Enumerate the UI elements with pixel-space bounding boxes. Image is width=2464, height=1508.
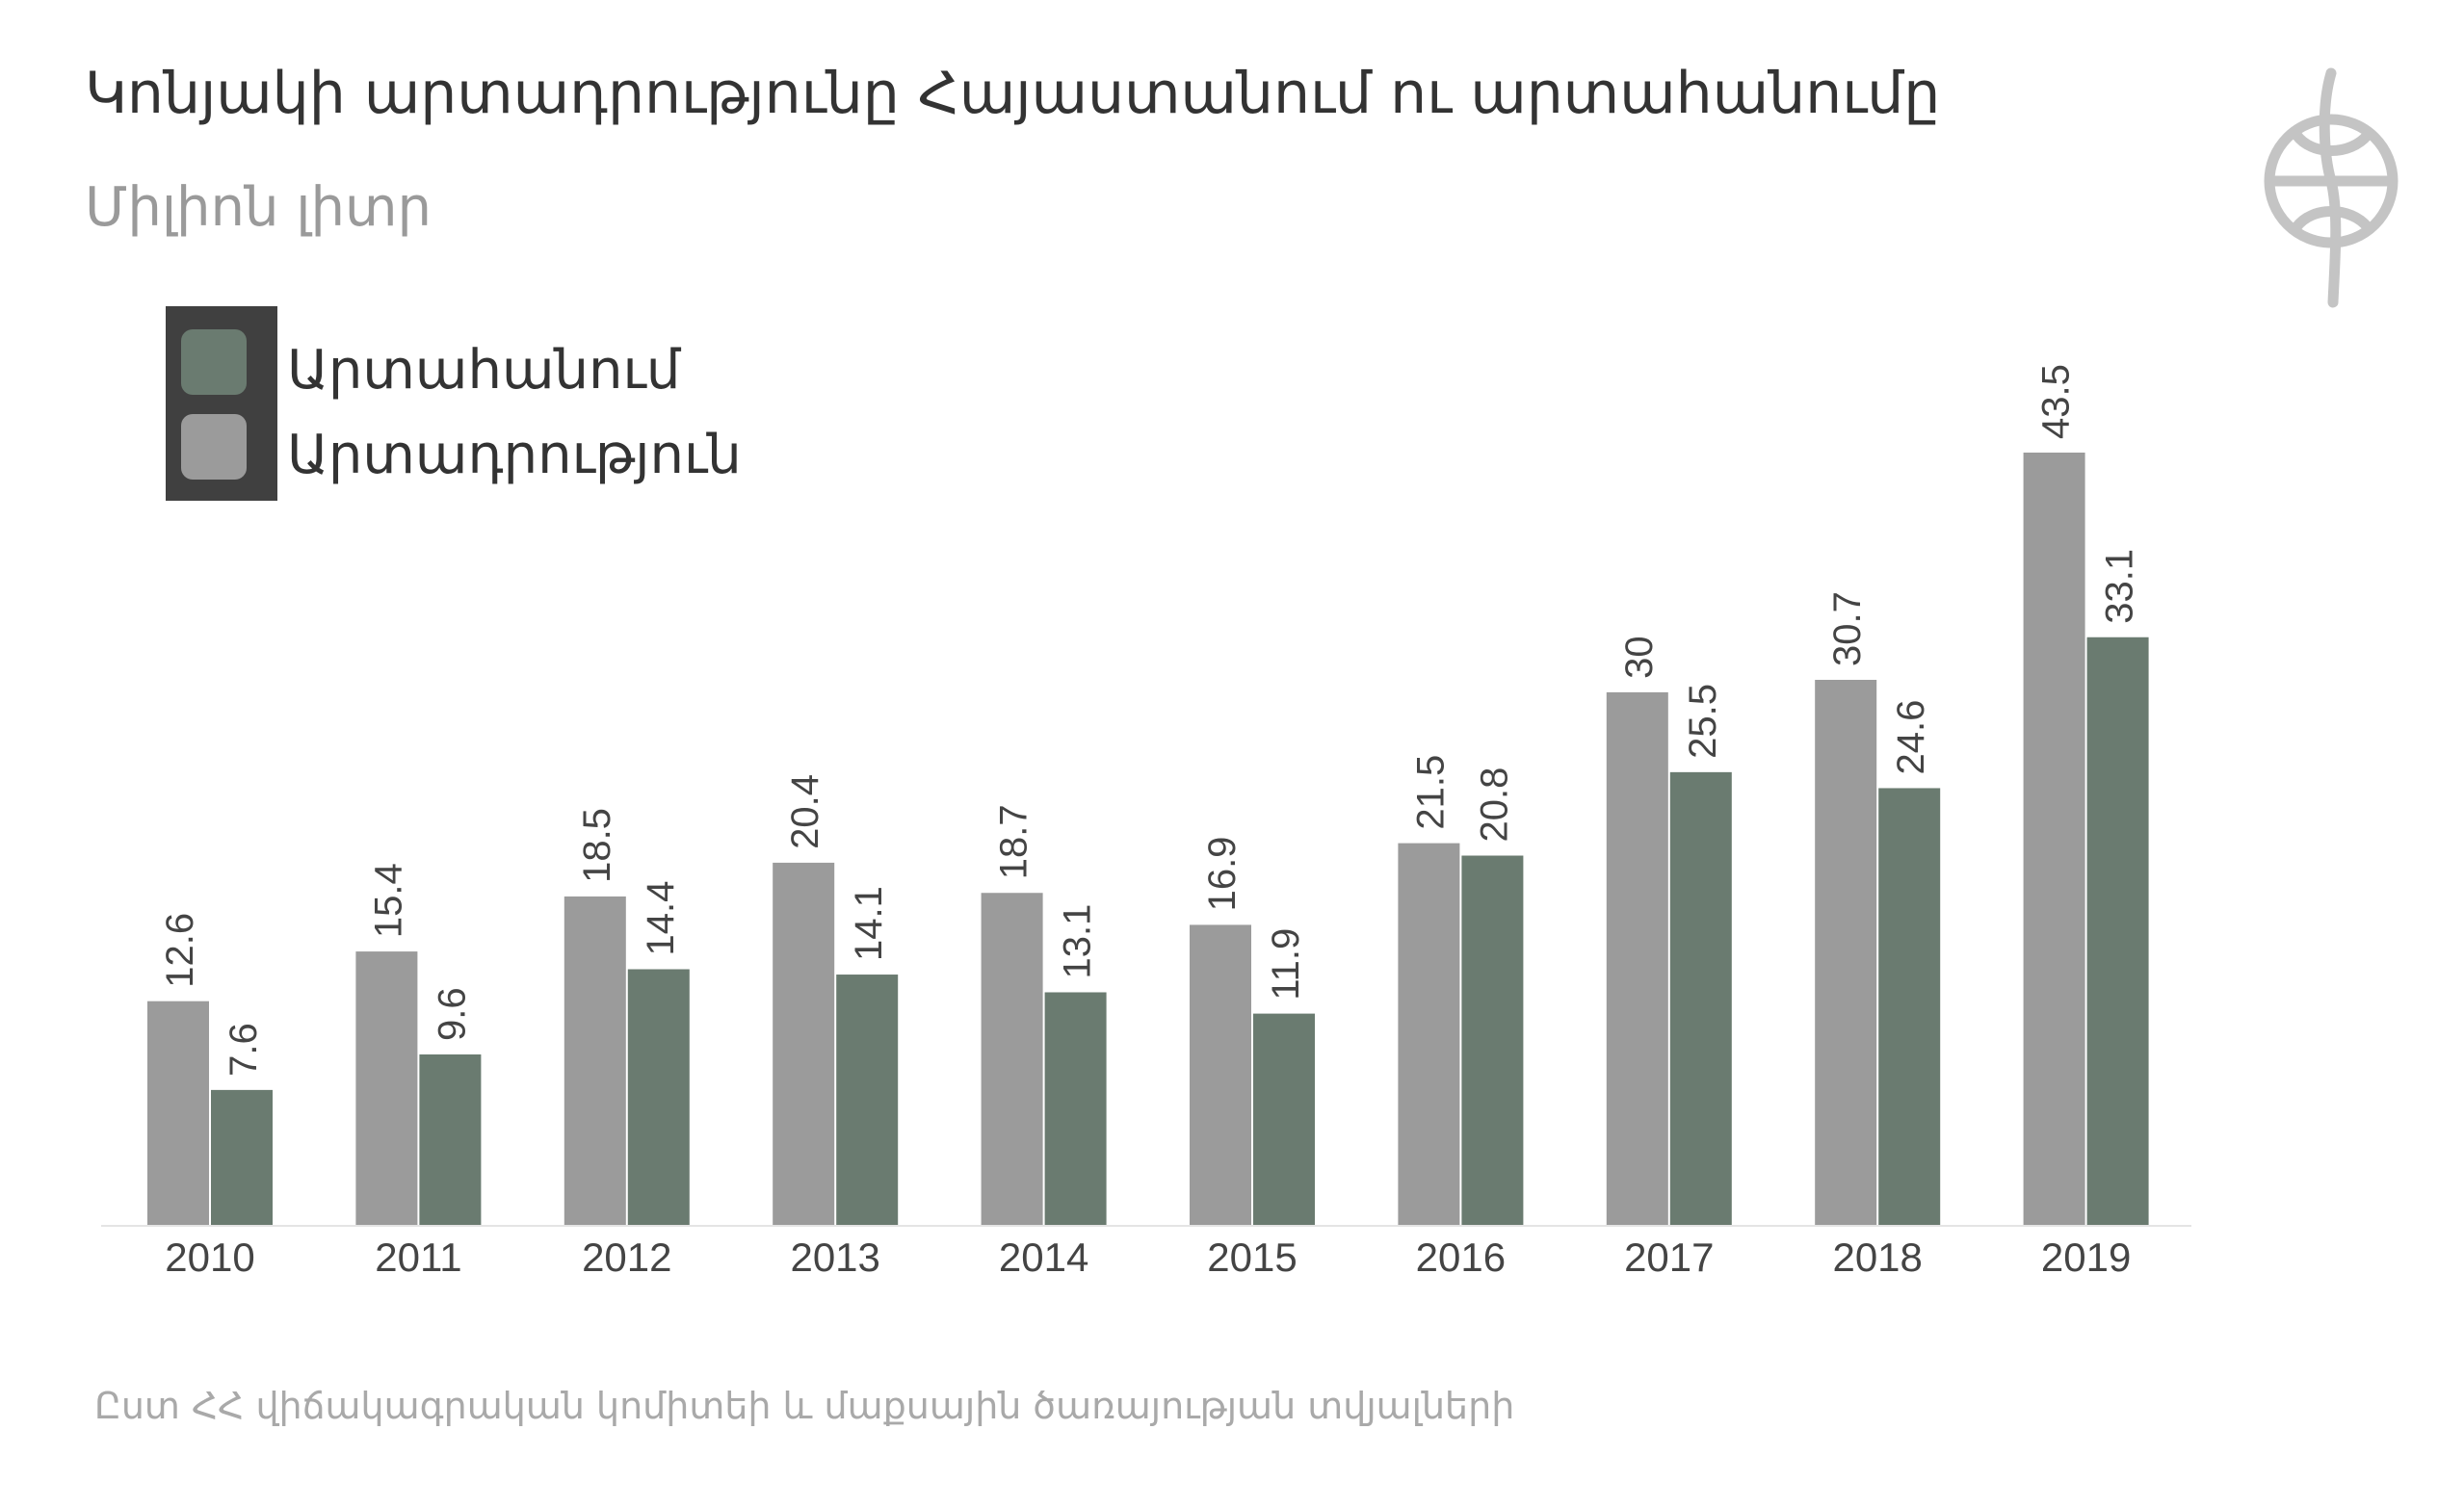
legend — [166, 306, 277, 501]
legend-label-production: Արտադրություն — [287, 424, 742, 486]
bar-export-2013 — [836, 975, 899, 1225]
chart-title: Կոնյակի արտադրությունը Հայաստանում ու ար… — [85, 60, 1941, 127]
data-label-production-2017: 30 — [1618, 636, 1661, 679]
data-label-export-2012: 14.4 — [640, 881, 682, 956]
bar-export-2012 — [627, 969, 690, 1225]
data-label-export-2013: 14.1 — [848, 886, 890, 961]
bar-production-2015 — [1190, 924, 1251, 1225]
x-tick-label-2014: 2014 — [999, 1235, 1088, 1280]
logo-emblem-icon — [2264, 67, 2398, 308]
bar-production-2011 — [355, 951, 418, 1225]
data-label-export-2015: 11.9 — [1265, 928, 1307, 1001]
bar-export-2017 — [1669, 771, 1732, 1225]
bar-production-2010 — [147, 1001, 209, 1225]
data-label-export-2011: 9.6 — [431, 987, 473, 1041]
legend-swatch-production — [181, 414, 247, 480]
bar-export-2014 — [1044, 992, 1107, 1225]
bar-export-2018 — [1878, 788, 1941, 1225]
x-tick-label-2016: 2016 — [1416, 1235, 1506, 1280]
data-label-export-2017: 25.5 — [1682, 684, 1724, 759]
bar-export-2011 — [419, 1054, 482, 1225]
x-tick-label-2019: 2019 — [2041, 1235, 2131, 1280]
data-label-production-2015: 16.9 — [1201, 837, 1244, 912]
bar-production-2019 — [2023, 453, 2085, 1225]
data-label-production-2012: 18.5 — [576, 808, 618, 883]
data-label-production-2010: 12.6 — [159, 913, 201, 988]
data-label-production-2011: 15.4 — [367, 863, 409, 938]
data-label-production-2018: 30.7 — [1826, 591, 1869, 666]
bar-production-2013 — [773, 862, 835, 1225]
data-label-production-2019: 43.5 — [2035, 364, 2078, 439]
x-tick-label-2018: 2018 — [1832, 1235, 1922, 1280]
bar-production-2012 — [564, 896, 626, 1225]
bar-production-2016 — [1398, 843, 1460, 1225]
bar-export-2019 — [2086, 637, 2149, 1225]
x-tick-label-2013: 2013 — [790, 1235, 879, 1280]
legend-swatch-export — [181, 329, 247, 395]
data-label-production-2013: 20.4 — [784, 774, 826, 849]
data-label-export-2016: 20.8 — [1473, 767, 1515, 843]
x-tick-label-2010: 2010 — [165, 1235, 254, 1280]
x-tick-label-2011: 2011 — [375, 1235, 461, 1280]
bar-production-2018 — [1815, 679, 1877, 1225]
data-label-production-2016: 21.5 — [1409, 755, 1452, 830]
data-label-production-2014: 18.7 — [993, 804, 1035, 879]
data-label-export-2014: 13.1 — [1057, 904, 1099, 979]
data-label-export-2010: 7.6 — [223, 1023, 265, 1077]
bar-production-2017 — [1606, 691, 1668, 1225]
data-label-export-2019: 33.1 — [2099, 549, 2141, 624]
chart-subtitle: Միլիոն լիտր — [85, 176, 433, 239]
legend-label-export: Արտահանում — [287, 339, 681, 402]
bar-export-2016 — [1461, 855, 1524, 1225]
source-note: Ըստ ՀՀ վիճակագրական կոմիտեի և մաքսային ծ… — [94, 1385, 1515, 1427]
bar-export-2010 — [211, 1089, 273, 1225]
x-tick-label-2017: 2017 — [1624, 1235, 1714, 1280]
bar-production-2014 — [981, 893, 1043, 1225]
data-label-export-2018: 24.6 — [1890, 700, 1932, 775]
x-tick-label-2012: 2012 — [582, 1235, 671, 1280]
bar-export-2015 — [1253, 1013, 1315, 1225]
x-tick-label-2015: 2015 — [1207, 1235, 1297, 1280]
